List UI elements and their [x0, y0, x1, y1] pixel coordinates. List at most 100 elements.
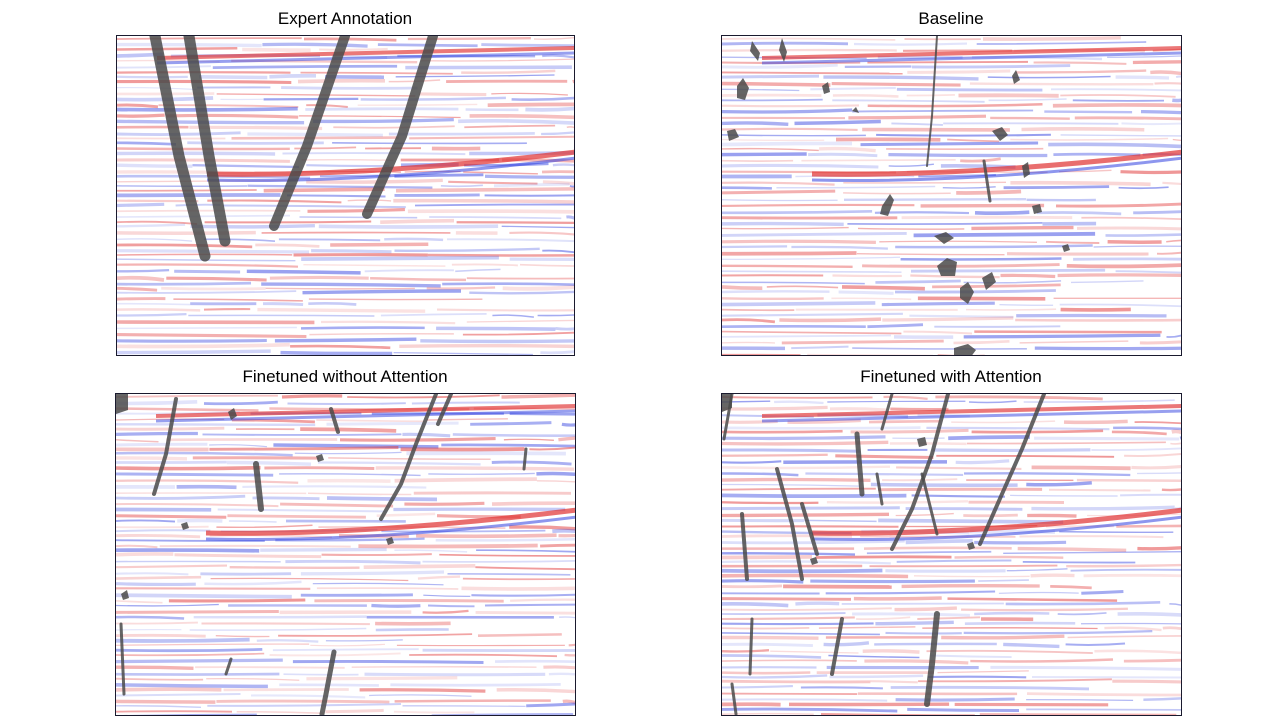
reflector-streak	[116, 472, 274, 477]
reflector-streak	[1111, 430, 1167, 436]
reflector-streak	[722, 460, 782, 464]
reflector-streak	[447, 572, 571, 576]
reflector-streak	[1026, 692, 1181, 697]
reflector-streak	[159, 544, 351, 548]
reflector-streak	[333, 125, 455, 129]
reflector-streak	[117, 338, 267, 343]
seismic-section	[722, 36, 1181, 355]
reflector-streak	[501, 225, 574, 229]
reflector-streak	[1003, 185, 1110, 190]
reflector-streak	[541, 131, 574, 136]
fault-blob	[228, 408, 237, 420]
reflector-streak	[722, 685, 793, 689]
reflector-streak	[168, 598, 306, 603]
reflector-streak	[926, 426, 1110, 431]
panel-finetuned-without-attention: Finetuned without Attention	[114, 366, 576, 716]
reflector-streak	[722, 602, 789, 608]
reflector-streak	[458, 119, 574, 125]
fault-trace	[329, 407, 340, 434]
fault-trace	[924, 611, 940, 707]
strong-reflector	[761, 51, 1181, 65]
reflector-streak	[203, 238, 276, 243]
seismic-image	[721, 35, 1182, 356]
reflector-streak	[161, 286, 266, 291]
reflector-streak	[1154, 82, 1181, 85]
reflector-streak	[974, 210, 1030, 216]
fault-trace	[775, 467, 804, 581]
reflector-streak	[297, 78, 386, 84]
reflector-streak	[402, 432, 451, 438]
reflector-streak	[722, 127, 858, 131]
reflector-streak	[801, 158, 956, 162]
strong-reflector	[206, 149, 574, 177]
seismic-reflectors	[116, 394, 575, 715]
reflector-streak	[407, 209, 574, 214]
reflector-streak	[359, 688, 486, 693]
reflector-streak	[548, 672, 575, 676]
reflector-streak	[256, 639, 319, 643]
reflector-streak	[1031, 676, 1181, 679]
reflector-streak	[832, 274, 902, 278]
reflector-streak	[117, 342, 290, 349]
reflector-streak	[722, 270, 902, 273]
reflector-streak	[491, 501, 575, 506]
reflector-streak	[561, 422, 575, 427]
reflector-streak	[875, 279, 961, 284]
reflector-streak	[1172, 138, 1181, 141]
reflector-streak	[393, 198, 574, 204]
reflector-streak	[306, 104, 348, 108]
reflector-streak	[926, 649, 1093, 655]
reflector-streak	[358, 543, 538, 549]
reflector-streak	[569, 184, 574, 188]
reflector-streak	[868, 419, 941, 424]
reflector-streak	[1118, 186, 1169, 190]
reflector-streak	[1133, 210, 1181, 215]
reflector-streak	[1169, 603, 1181, 606]
reflector-streak	[1067, 635, 1181, 639]
fault-blob	[967, 542, 975, 550]
fault-trace	[183, 36, 231, 247]
reflector-streak	[960, 157, 1001, 163]
reflector-streak	[299, 216, 418, 219]
reflector-streak	[1003, 551, 1181, 554]
reflector-streak	[116, 533, 201, 539]
reflector-streak	[1094, 649, 1181, 655]
reflector-streak	[963, 333, 1161, 339]
reflector-streak	[896, 559, 1012, 563]
reflector-streak	[529, 446, 575, 451]
reflector-streak	[117, 297, 166, 301]
reflector-streak	[363, 563, 476, 570]
reflector-streak	[1026, 699, 1134, 702]
reflector-streak	[805, 472, 964, 476]
reflector-streak	[774, 400, 824, 405]
reflector-streak	[848, 114, 987, 120]
reflector-streak	[117, 151, 276, 156]
fault-blob	[810, 557, 818, 565]
reflector-streak	[831, 82, 961, 87]
reflector-streak	[819, 146, 876, 153]
reflector-streak	[117, 349, 271, 355]
reflector-streak	[1060, 307, 1131, 312]
reflector-streak	[1112, 679, 1181, 684]
reflector-streak	[722, 493, 907, 498]
reflector-streak	[116, 665, 194, 670]
reflector-streak	[1116, 524, 1181, 528]
reflector-streak	[294, 451, 402, 455]
reflector-streak	[1031, 465, 1131, 471]
reflector-streak	[555, 327, 574, 331]
reflector-streak	[722, 71, 903, 75]
reflector-streak	[722, 138, 825, 142]
reflector-streak	[890, 685, 1090, 691]
fault-overlay	[727, 38, 1070, 355]
reflector-streak	[823, 641, 870, 647]
reflector-streak	[427, 604, 475, 608]
reflector-streak	[909, 314, 1014, 318]
reflector-streak	[116, 677, 204, 681]
reflector-streak	[722, 627, 810, 630]
fault-trace	[319, 649, 337, 715]
reflector-streak	[876, 133, 1051, 137]
reflector-streak	[971, 225, 1074, 231]
reflector-streak	[857, 227, 965, 230]
reflector-streak	[116, 494, 246, 500]
reflector-streak	[116, 587, 311, 590]
